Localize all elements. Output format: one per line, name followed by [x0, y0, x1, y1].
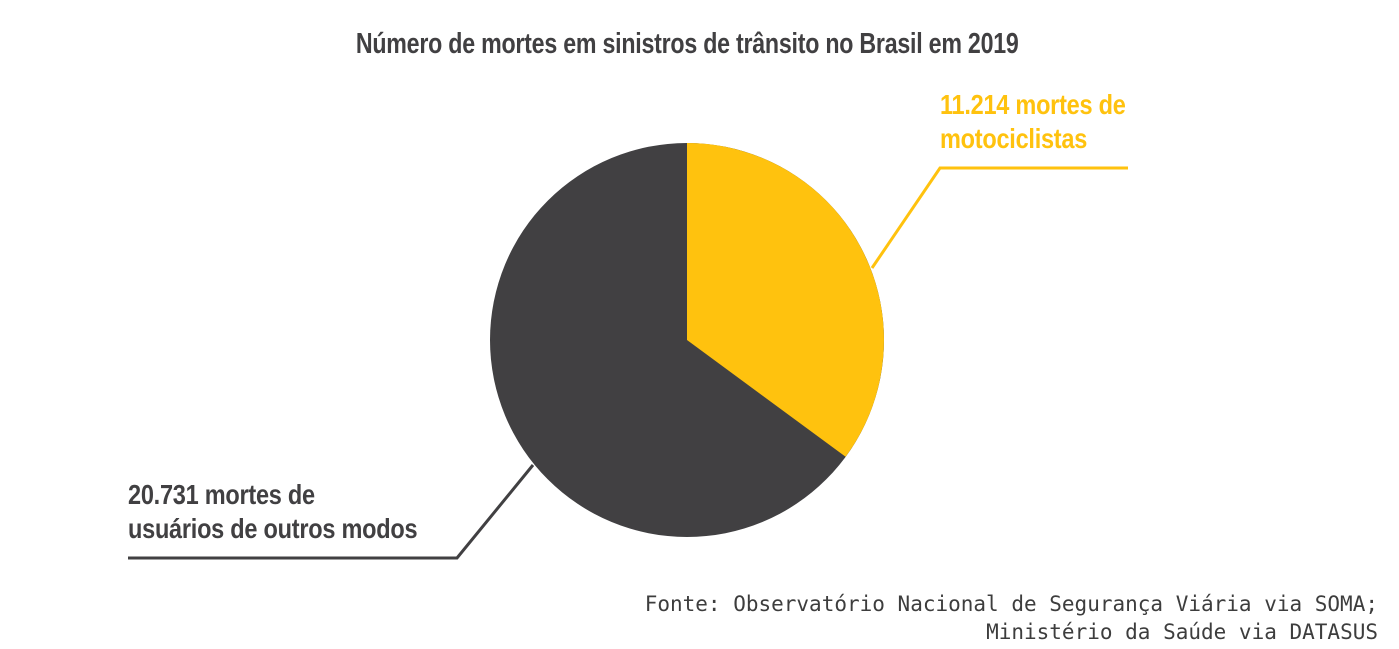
callout-outros-modos-line1: 20.731 mortes de: [128, 479, 315, 510]
chart-title: Número de mortes em sinistros de trânsit…: [355, 28, 1019, 60]
leader-line-outros-modos: [128, 464, 535, 560]
callout-outros-modos: 20.731 mortes de usuários de outros modo…: [128, 478, 418, 546]
callout-motociclistas: 11.214 mortes de motociclistas: [940, 88, 1126, 156]
callout-motociclistas-line2: motociclistas: [940, 123, 1088, 154]
chart-title-container: Número de mortes em sinistros de trânsit…: [0, 28, 1374, 61]
source-note-line1: Fonte: Observatório Nacional de Seguranç…: [644, 592, 1378, 616]
callout-outros-modos-line2: usuários de outros modos: [128, 513, 418, 544]
pie-slice-motociclistas: [687, 143, 884, 457]
leader-line-motociclistas: [870, 166, 1128, 269]
callout-motociclistas-line1: 11.214 mortes de: [940, 89, 1126, 120]
source-note-line2: Ministério da Saúde via DATASUS: [986, 620, 1378, 644]
source-note: Fonte: Observatório Nacional de Seguranç…: [645, 590, 1378, 646]
